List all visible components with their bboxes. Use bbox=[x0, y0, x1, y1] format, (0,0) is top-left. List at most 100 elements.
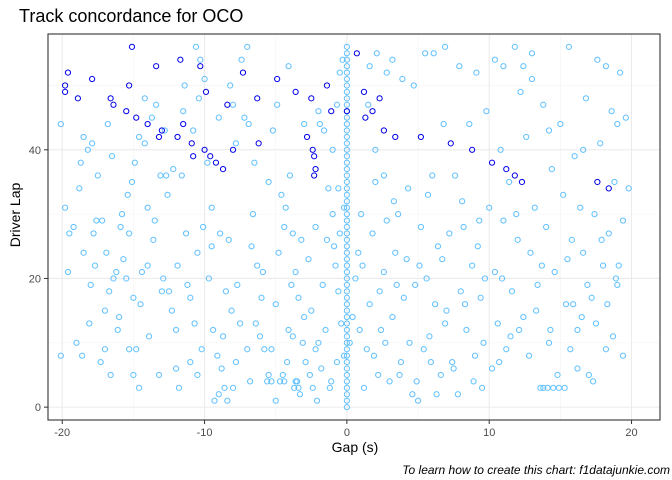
data-point bbox=[343, 133, 350, 141]
data-point bbox=[343, 301, 350, 308]
data-point bbox=[104, 120, 111, 128]
data-point bbox=[91, 262, 99, 269]
data-point bbox=[141, 95, 148, 102]
data-point bbox=[503, 346, 510, 353]
data-point bbox=[172, 365, 180, 372]
data-point bbox=[292, 378, 299, 385]
data-point bbox=[470, 378, 477, 385]
data-point bbox=[460, 223, 467, 231]
data-point bbox=[168, 307, 175, 314]
data-point bbox=[383, 217, 390, 224]
data-point bbox=[268, 346, 275, 353]
data-point bbox=[599, 262, 607, 269]
data-point bbox=[161, 127, 168, 134]
data-point bbox=[343, 359, 350, 366]
data-point bbox=[335, 288, 342, 295]
data-point bbox=[265, 371, 272, 379]
data-point bbox=[366, 301, 373, 308]
data-point bbox=[269, 127, 276, 134]
chart-grid bbox=[48, 34, 660, 420]
highlight-point bbox=[311, 172, 318, 179]
data-point bbox=[117, 223, 124, 231]
data-point bbox=[308, 307, 315, 314]
highlight-point bbox=[323, 82, 331, 89]
data-point bbox=[614, 120, 621, 128]
data-point bbox=[534, 281, 541, 288]
data-point bbox=[201, 75, 208, 83]
data-point bbox=[237, 320, 244, 327]
data-point bbox=[319, 281, 326, 288]
data-point bbox=[574, 365, 581, 372]
data-point bbox=[356, 326, 363, 334]
data-point bbox=[325, 185, 332, 192]
data-point bbox=[380, 172, 387, 179]
data-point bbox=[288, 281, 295, 288]
data-point bbox=[584, 281, 591, 288]
highlight-point bbox=[254, 95, 261, 102]
data-point bbox=[459, 198, 466, 205]
data-point bbox=[208, 243, 215, 250]
data-point bbox=[343, 236, 350, 243]
highlight-point bbox=[605, 185, 612, 192]
data-point bbox=[383, 69, 390, 76]
data-point bbox=[187, 359, 194, 366]
data-point bbox=[275, 249, 282, 256]
data-point bbox=[101, 307, 109, 314]
data-point bbox=[195, 95, 202, 102]
data-point bbox=[369, 230, 376, 237]
highlight-point bbox=[308, 95, 315, 102]
data-point bbox=[285, 326, 292, 334]
data-point bbox=[420, 346, 427, 353]
data-point bbox=[128, 178, 136, 186]
data-point bbox=[184, 281, 191, 288]
data-point bbox=[224, 397, 231, 404]
data-point bbox=[89, 140, 96, 147]
data-point bbox=[437, 371, 444, 379]
data-point bbox=[328, 378, 335, 385]
data-point bbox=[397, 359, 405, 366]
data-point bbox=[343, 223, 350, 231]
data-point bbox=[133, 346, 140, 353]
highlight-point bbox=[312, 166, 319, 173]
data-point bbox=[164, 191, 171, 198]
data-point bbox=[256, 333, 264, 340]
data-point bbox=[343, 384, 350, 391]
data-point bbox=[392, 249, 399, 256]
data-point bbox=[399, 75, 406, 83]
data-point bbox=[507, 333, 514, 340]
data-point bbox=[144, 204, 151, 211]
data-point bbox=[592, 320, 600, 327]
data-point bbox=[144, 262, 151, 269]
highlight-point bbox=[311, 153, 318, 160]
data-point bbox=[571, 153, 578, 160]
data-point bbox=[611, 178, 618, 186]
data-point bbox=[295, 384, 302, 391]
data-point bbox=[135, 133, 143, 141]
data-point bbox=[568, 236, 575, 243]
data-point bbox=[372, 178, 379, 186]
data-point bbox=[198, 346, 205, 353]
data-point bbox=[180, 108, 187, 115]
highlight-point bbox=[177, 56, 184, 63]
data-point bbox=[221, 384, 228, 391]
data-point bbox=[604, 301, 611, 308]
highlight-point bbox=[503, 166, 510, 173]
data-point bbox=[335, 185, 342, 192]
data-point bbox=[557, 120, 564, 128]
data-point bbox=[165, 288, 173, 295]
data-point bbox=[625, 185, 632, 192]
highlight-point bbox=[64, 69, 72, 76]
data-point bbox=[251, 159, 258, 166]
data-point bbox=[120, 256, 127, 263]
data-point bbox=[84, 146, 91, 153]
data-point bbox=[564, 256, 571, 263]
data-point bbox=[513, 211, 520, 218]
data-point bbox=[343, 397, 350, 404]
data-point bbox=[265, 178, 272, 186]
data-point bbox=[540, 384, 547, 391]
data-point bbox=[554, 371, 561, 379]
data-point bbox=[232, 359, 239, 366]
data-point bbox=[261, 346, 268, 353]
data-point bbox=[561, 384, 568, 391]
data-point bbox=[103, 249, 110, 256]
